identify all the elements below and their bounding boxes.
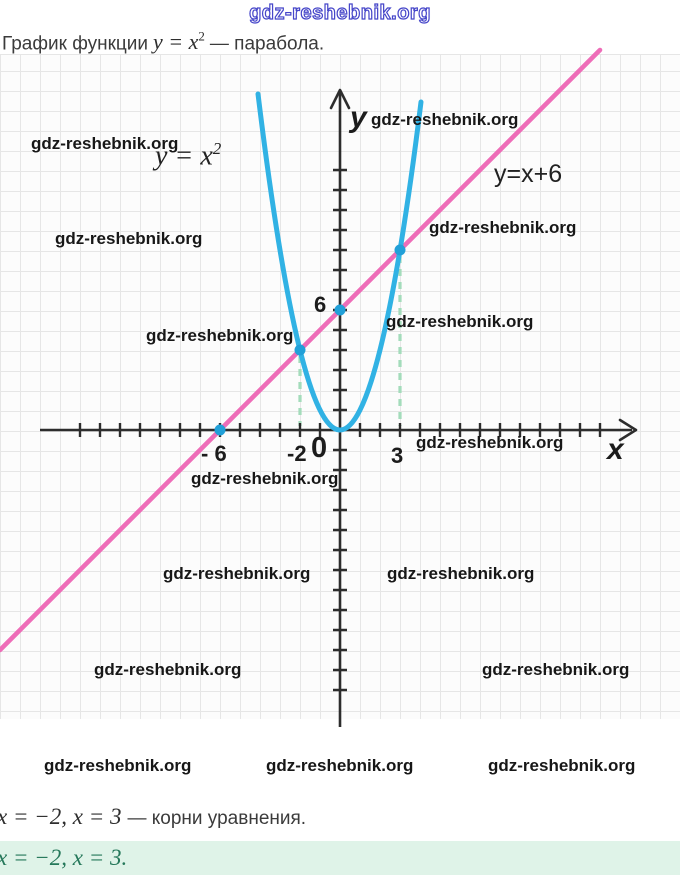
x-tick-label-minus6: - 6 bbox=[201, 441, 227, 466]
parabola-equation-exponent: 2 bbox=[212, 139, 222, 158]
title-suffix: — парабола. bbox=[209, 33, 325, 55]
answer-text: x = −2, x = 3. bbox=[0, 845, 128, 870]
watermark: gdz-reshebnik.org bbox=[371, 110, 519, 129]
line-equation-label: y=x+6 bbox=[494, 160, 563, 188]
page-title: График функции y = x2— парабола. bbox=[2, 29, 324, 55]
answer-highlight: x = −2, x = 3. bbox=[0, 841, 680, 875]
site-watermark-header: gdz-reshebnik.org bbox=[248, 1, 431, 24]
watermark: gdz-reshebnik.org bbox=[482, 660, 630, 679]
origin-label: 0 bbox=[311, 432, 328, 464]
title-equation: y = x2 bbox=[153, 29, 205, 54]
parabola-equation-base: y = x bbox=[155, 140, 213, 172]
watermark: gdz-reshebnik.org bbox=[146, 326, 294, 345]
watermark: gdz-reshebnik.org bbox=[488, 756, 636, 775]
roots-suffix: — корни уравнения. bbox=[127, 808, 307, 829]
watermark: gdz-reshebnik.org bbox=[386, 312, 534, 331]
y-axis-label: y bbox=[350, 101, 367, 134]
title-equation-exponent: 2 bbox=[198, 29, 205, 44]
watermark: gdz-reshebnik.org bbox=[416, 433, 564, 452]
watermark: gdz-reshebnik.org bbox=[191, 469, 339, 488]
watermark: gdz-reshebnik.org bbox=[163, 564, 311, 583]
title-equation-base: y = x bbox=[153, 29, 199, 55]
watermark: gdz-reshebnik.org bbox=[387, 564, 535, 583]
watermark: gdz-reshebnik.org bbox=[31, 134, 179, 153]
watermark: gdz-reshebnik.org bbox=[44, 756, 192, 775]
x-tick-label-3: 3 bbox=[391, 443, 404, 468]
watermark: gdz-reshebnik.org bbox=[55, 229, 203, 248]
x-tick-label-minus2: -2 bbox=[287, 441, 307, 466]
y-tick-label-6: 6 bbox=[314, 292, 327, 317]
watermark: gdz-reshebnik.org bbox=[266, 756, 414, 775]
roots-statement: x = −2, x = 3— корни уравнения. bbox=[0, 804, 306, 830]
x-axis-label: x bbox=[607, 433, 624, 466]
parabola-equation-label: y = x2 bbox=[155, 139, 221, 172]
watermark: gdz-reshebnik.org bbox=[429, 218, 577, 237]
roots-values: x = −2, x = 3 bbox=[0, 804, 122, 829]
title-prefix: График функции bbox=[2, 33, 149, 55]
watermark: gdz-reshebnik.org bbox=[94, 660, 242, 679]
